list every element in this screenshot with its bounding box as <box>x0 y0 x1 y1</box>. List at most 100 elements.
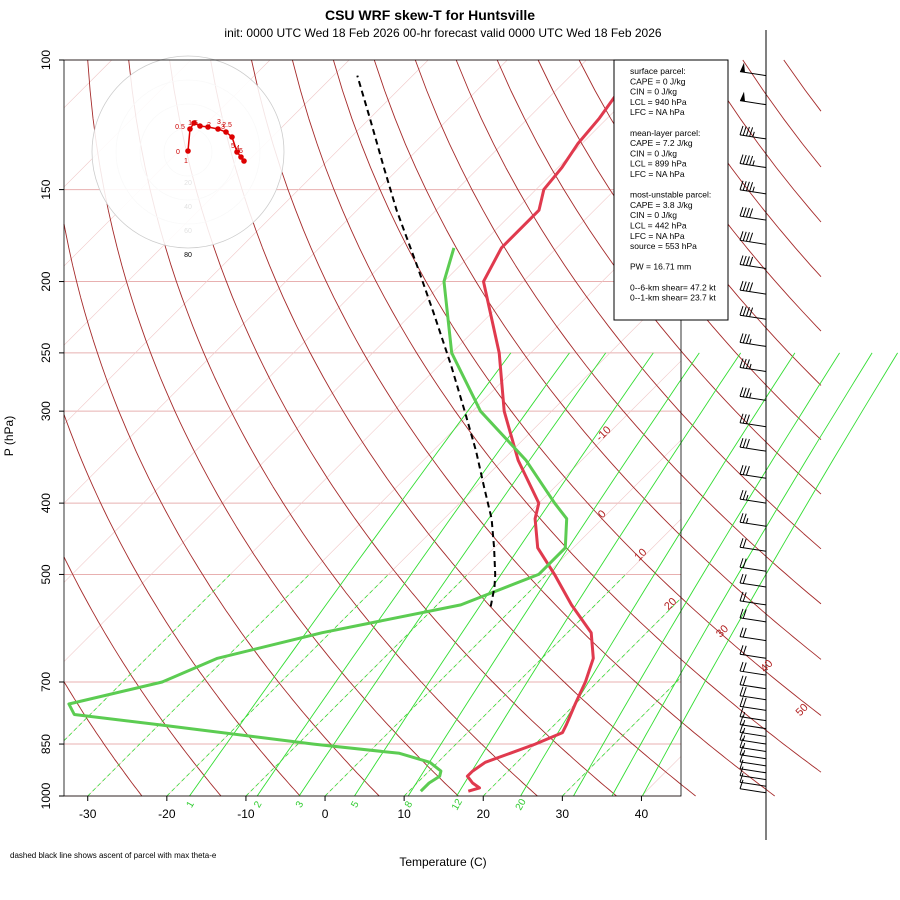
info-line: CIN = 0 J/kg <box>630 87 677 97</box>
barb-staff <box>739 546 767 552</box>
barb-feather <box>739 591 744 602</box>
info-line: CAPE = 0 J/kg <box>630 76 686 86</box>
barb-feather <box>739 465 744 475</box>
barb-feather <box>739 697 744 707</box>
barb-feather <box>739 645 744 655</box>
barb-feather <box>739 573 744 584</box>
barb-feather <box>742 255 747 266</box>
wind-barb <box>739 558 767 572</box>
barb-staff <box>739 788 767 794</box>
barb-staff <box>739 731 767 737</box>
barb-feather <box>739 627 744 637</box>
barb-feather <box>742 207 747 217</box>
barb-feather <box>745 307 750 317</box>
y-tick-label: 400 <box>39 493 53 513</box>
barb-staff <box>739 684 767 690</box>
barb-staff <box>739 264 767 270</box>
moist-adiabat <box>403 574 626 797</box>
wind-barb <box>739 738 767 752</box>
wind-barb <box>739 675 767 690</box>
barb-feather <box>739 255 744 265</box>
dry-adiabat <box>128 59 538 797</box>
barb-feather <box>745 359 750 369</box>
barb-feather <box>742 231 747 241</box>
barb-feather <box>739 686 744 696</box>
barb-feather <box>742 645 747 655</box>
barb-feather <box>742 538 747 548</box>
hodograph-point <box>234 149 240 155</box>
barb-staff <box>739 582 767 588</box>
barb-staff <box>739 746 767 752</box>
dry-adiabat <box>455 59 822 550</box>
barb-feather <box>745 334 750 344</box>
wind-barb <box>739 715 767 730</box>
reference-line <box>63 123 682 741</box>
hodograph-point-label: 5 <box>231 143 235 150</box>
barb-feather <box>739 759 744 769</box>
barb-feather <box>742 333 747 344</box>
barb-feather <box>739 675 744 685</box>
mixing-ratio-line <box>256 352 570 797</box>
y-tick-label: 100 <box>39 50 53 70</box>
barb-feather <box>745 207 750 218</box>
barb-staff <box>739 395 767 401</box>
dry-adiabat <box>291 59 822 773</box>
barb-feather <box>742 438 747 448</box>
barb-feather <box>739 280 744 291</box>
x-tick-label: -30 <box>79 807 97 821</box>
y-tick-label: 250 <box>39 343 53 363</box>
moist-adiabat <box>324 574 547 797</box>
barb-half-feather <box>752 186 755 192</box>
barb-half-feather <box>745 494 749 501</box>
x-tick-label: -20 <box>158 807 176 821</box>
barb-feather <box>739 206 744 217</box>
reference-line <box>641 756 682 797</box>
y-tick-label: 300 <box>39 401 53 421</box>
barb-pennant <box>740 91 745 102</box>
barb-feather <box>739 306 744 316</box>
mixing-ratio-label: 5 <box>349 799 362 810</box>
hodograph-point <box>241 158 247 164</box>
barb-feather <box>739 752 744 763</box>
info-line: CIN = 0 J/kg <box>630 148 677 158</box>
info-line: LCL = 940 hPa <box>630 97 687 107</box>
wind-barb <box>739 661 767 676</box>
barb-staff <box>739 314 767 320</box>
hodograph-point-label: 0 <box>176 149 180 156</box>
barb-half-feather <box>745 518 749 524</box>
info-line: LCL = 899 hPa <box>630 159 687 169</box>
reference-line <box>562 677 682 797</box>
isotherm-label: 20 <box>662 596 679 613</box>
mixing-ratio-line <box>520 352 796 797</box>
hodograph-point <box>191 120 197 126</box>
wind-barb <box>739 608 767 623</box>
barb-feather <box>745 181 750 191</box>
barb-staff <box>739 163 767 169</box>
barb-staff <box>739 521 767 527</box>
dry-adiabat <box>169 59 617 797</box>
mixing-ratio-label: 20 <box>514 797 529 813</box>
mixing-ratio-label: 3 <box>294 799 307 810</box>
barb-staff <box>739 422 767 428</box>
barb-feather <box>742 662 747 672</box>
reference-line <box>245 360 682 797</box>
wind-barb <box>739 125 767 140</box>
barb-staff <box>739 617 767 623</box>
barb-staff <box>739 781 767 787</box>
wind-barb <box>739 645 767 659</box>
dry-adiabat <box>414 59 822 605</box>
barb-staff <box>739 716 767 722</box>
barb-half-feather <box>742 750 746 756</box>
barb-feather <box>745 281 750 292</box>
barb-half-feather <box>749 392 752 398</box>
x-tick-label: 40 <box>635 807 649 821</box>
wind-barb <box>739 255 767 270</box>
dry-adiabat <box>63 556 222 797</box>
mixing-ratio-line <box>354 352 654 797</box>
barb-half-feather <box>742 711 746 718</box>
x-tick-label: 0 <box>322 807 329 821</box>
barb-staff <box>739 473 767 479</box>
info-line: LCL = 442 hPa <box>630 221 687 231</box>
